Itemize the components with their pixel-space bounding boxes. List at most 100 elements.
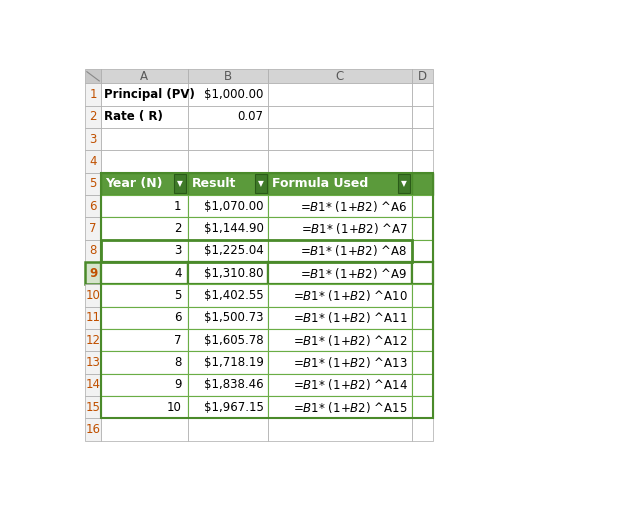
Bar [268,240,411,262]
Bar [187,83,268,105]
Bar [187,195,268,217]
Text: 15: 15 [85,401,101,414]
Text: =$B$1* (1+$B$2) ^A12: =$B$1* (1+$B$2) ^A12 [293,333,408,347]
Text: =$B$1* (1+$B$2) ^A15: =$B$1* (1+$B$2) ^A15 [293,399,408,415]
Bar [411,374,434,396]
Bar [85,172,101,195]
Bar [411,284,434,307]
Bar [268,150,411,172]
Text: 3: 3 [89,133,97,145]
Bar [85,195,101,217]
Bar [411,83,434,105]
Bar [85,83,101,105]
Bar [411,240,434,262]
Bar [187,128,268,150]
Text: 9: 9 [174,378,182,391]
Text: $1,000.00: $1,000.00 [204,88,263,101]
Bar [101,172,187,195]
Bar [101,240,411,262]
Text: 14: 14 [85,378,101,391]
Text: C: C [335,70,344,83]
Bar [268,217,411,240]
Bar [187,240,268,262]
Text: =$B$1* (1+$B$2) ^A10: =$B$1* (1+$B$2) ^A10 [293,288,408,303]
Bar [101,83,187,105]
Bar [268,329,411,351]
Bar [255,174,266,193]
Bar [187,70,268,83]
Text: $1,838.46: $1,838.46 [204,378,263,391]
Text: 0.07: 0.07 [237,110,263,123]
Text: 7: 7 [174,334,182,347]
Text: Rate ( R): Rate ( R) [104,110,163,123]
Text: $1,310.80: $1,310.80 [204,267,263,279]
Bar [411,172,434,195]
Text: 6: 6 [89,200,97,212]
Text: 5: 5 [174,289,182,302]
Bar [85,105,101,128]
Bar [187,217,268,240]
Bar [101,307,187,329]
Bar [411,70,434,83]
Bar [101,105,187,128]
Bar [411,128,434,150]
Bar [268,396,411,418]
Text: 8: 8 [89,244,97,257]
Text: =$B$1* (1+$B$2) ^A13: =$B$1* (1+$B$2) ^A13 [293,355,408,370]
Bar [101,329,187,351]
Bar [268,195,411,217]
Bar [101,262,187,284]
Text: 3: 3 [174,244,182,257]
Bar [268,418,411,441]
Text: Result: Result [192,177,236,190]
Text: 10: 10 [85,289,101,302]
Text: $1,718.19: $1,718.19 [204,356,263,369]
Text: ▼: ▼ [401,179,407,188]
Text: Formula Used: Formula Used [272,177,368,190]
Bar [268,83,411,105]
Bar [101,396,187,418]
Bar [101,217,187,240]
Text: $1,402.55: $1,402.55 [204,289,263,302]
Text: =$B$1* (1+$B$2) ^A9: =$B$1* (1+$B$2) ^A9 [301,266,408,280]
Bar [411,418,434,441]
Text: 1: 1 [89,88,97,101]
Bar [187,150,268,172]
Bar [85,128,101,150]
Text: 9: 9 [89,267,97,279]
Bar [187,374,268,396]
Bar [85,307,101,329]
Text: D: D [418,70,427,83]
Bar [85,351,101,374]
Text: =$B$1* (1+$B$2) ^A6: =$B$1* (1+$B$2) ^A6 [300,199,408,213]
Bar [268,307,411,329]
Bar [85,70,101,83]
Bar [268,105,411,128]
Text: $1,144.90: $1,144.90 [204,222,263,235]
Bar [85,217,101,240]
Bar [101,150,187,172]
Text: ▼: ▼ [258,179,264,188]
Text: A: A [141,70,148,83]
Bar [85,262,101,284]
Text: 2: 2 [174,222,182,235]
Bar [268,172,411,195]
Text: 4: 4 [89,155,97,168]
Bar [85,329,101,351]
Bar [101,418,187,441]
Text: 1: 1 [174,200,182,212]
Text: 5: 5 [89,177,97,190]
Bar [187,418,268,441]
Bar [411,195,434,217]
Text: Principal (PV): Principal (PV) [104,88,195,101]
Bar [175,174,186,193]
Text: $1,070.00: $1,070.00 [204,200,263,212]
Text: 7: 7 [89,222,97,235]
Bar [101,240,187,262]
Text: 13: 13 [85,356,101,369]
Bar [85,284,101,307]
Text: 6: 6 [174,311,182,324]
Bar [85,396,101,418]
Bar [411,105,434,128]
Text: 10: 10 [166,401,182,414]
